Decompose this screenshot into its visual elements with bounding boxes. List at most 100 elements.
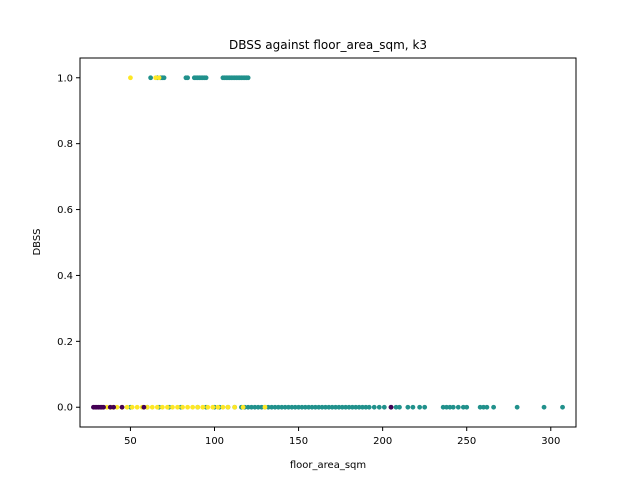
data-point [306, 404, 312, 410]
data-point [185, 75, 191, 81]
data-point [460, 404, 466, 410]
data-point [149, 404, 155, 410]
data-point [255, 404, 261, 410]
data-point [134, 404, 140, 410]
data-point [203, 75, 209, 81]
data-point [326, 404, 332, 410]
points-layer [91, 75, 565, 410]
y-tick-label: 0.4 [57, 271, 73, 282]
data-point [388, 404, 394, 410]
data-point [541, 404, 547, 410]
data-point [514, 404, 520, 410]
data-point [154, 404, 160, 410]
data-point [393, 404, 399, 410]
data-point [312, 404, 318, 410]
data-point [190, 404, 196, 410]
data-point [286, 404, 291, 410]
data-point [477, 404, 483, 410]
data-point [444, 404, 449, 410]
data-point [302, 404, 308, 410]
data-point [366, 404, 372, 410]
data-point [464, 404, 470, 410]
data-point [296, 404, 301, 410]
data-point [165, 404, 170, 410]
data-point [144, 404, 150, 410]
data-point [405, 404, 411, 410]
data-point [289, 404, 295, 410]
data-point [376, 404, 382, 410]
data-point [245, 75, 251, 81]
data-point [269, 404, 275, 410]
y-tick-label: 1.0 [57, 73, 73, 84]
data-point [128, 75, 133, 81]
data-point [180, 404, 185, 410]
data-point [336, 404, 342, 410]
data-point [349, 404, 355, 410]
data-point [319, 404, 325, 410]
data-point [371, 404, 377, 410]
data-point [339, 404, 345, 410]
data-point [397, 404, 402, 410]
data-point [417, 404, 423, 410]
data-point [119, 404, 125, 410]
y-tick-label: 0.0 [57, 403, 73, 414]
data-point [363, 404, 369, 410]
data-point [360, 404, 365, 410]
data-point [440, 404, 446, 410]
data-point [156, 75, 162, 81]
data-point [114, 404, 120, 410]
data-point [323, 404, 328, 410]
y-tick-label: 0.2 [57, 337, 73, 348]
data-point [170, 404, 175, 410]
data-point [309, 404, 315, 410]
data-point [343, 404, 349, 410]
data-point [232, 404, 238, 410]
data-point [262, 404, 268, 410]
data-point [240, 404, 246, 410]
data-point [422, 404, 428, 410]
data-point [185, 404, 191, 410]
data-point [450, 404, 456, 410]
y-tick-label: 0.6 [57, 205, 73, 216]
data-point [141, 404, 147, 410]
data-point [481, 404, 486, 410]
data-point [381, 404, 387, 410]
plot-frame [79, 57, 577, 428]
chart-title: DBSS against floor_area_sqm, k3 [229, 38, 427, 52]
data-point [159, 404, 165, 410]
data-point [299, 404, 305, 410]
data-point [356, 404, 362, 410]
x-tick-label: 150 [289, 436, 308, 447]
data-point [560, 404, 565, 410]
data-point [447, 404, 453, 410]
data-point [282, 404, 288, 410]
data-point [265, 404, 271, 410]
x-axis-label: floor_area_sqm [290, 460, 366, 471]
data-point [292, 404, 298, 410]
data-point [245, 404, 251, 410]
data-point [200, 404, 206, 410]
data-point [316, 404, 322, 410]
data-point [210, 404, 216, 410]
data-point [491, 404, 497, 410]
data-point [148, 75, 154, 81]
data-point [276, 404, 281, 410]
data-point [129, 404, 135, 410]
data-point [205, 404, 211, 410]
x-tick-label: 250 [457, 436, 476, 447]
data-point [153, 75, 159, 81]
x-tick-label: 200 [373, 436, 392, 447]
x-tick-label: 50 [124, 436, 137, 447]
data-point [333, 404, 338, 410]
x-tick-label: 300 [541, 436, 560, 447]
data-point [484, 404, 490, 410]
data-point [107, 404, 113, 410]
data-point [124, 404, 130, 410]
data-point [161, 75, 167, 81]
data-point [353, 404, 359, 410]
data-point [272, 404, 278, 410]
data-point [225, 404, 231, 410]
data-point [220, 404, 226, 410]
